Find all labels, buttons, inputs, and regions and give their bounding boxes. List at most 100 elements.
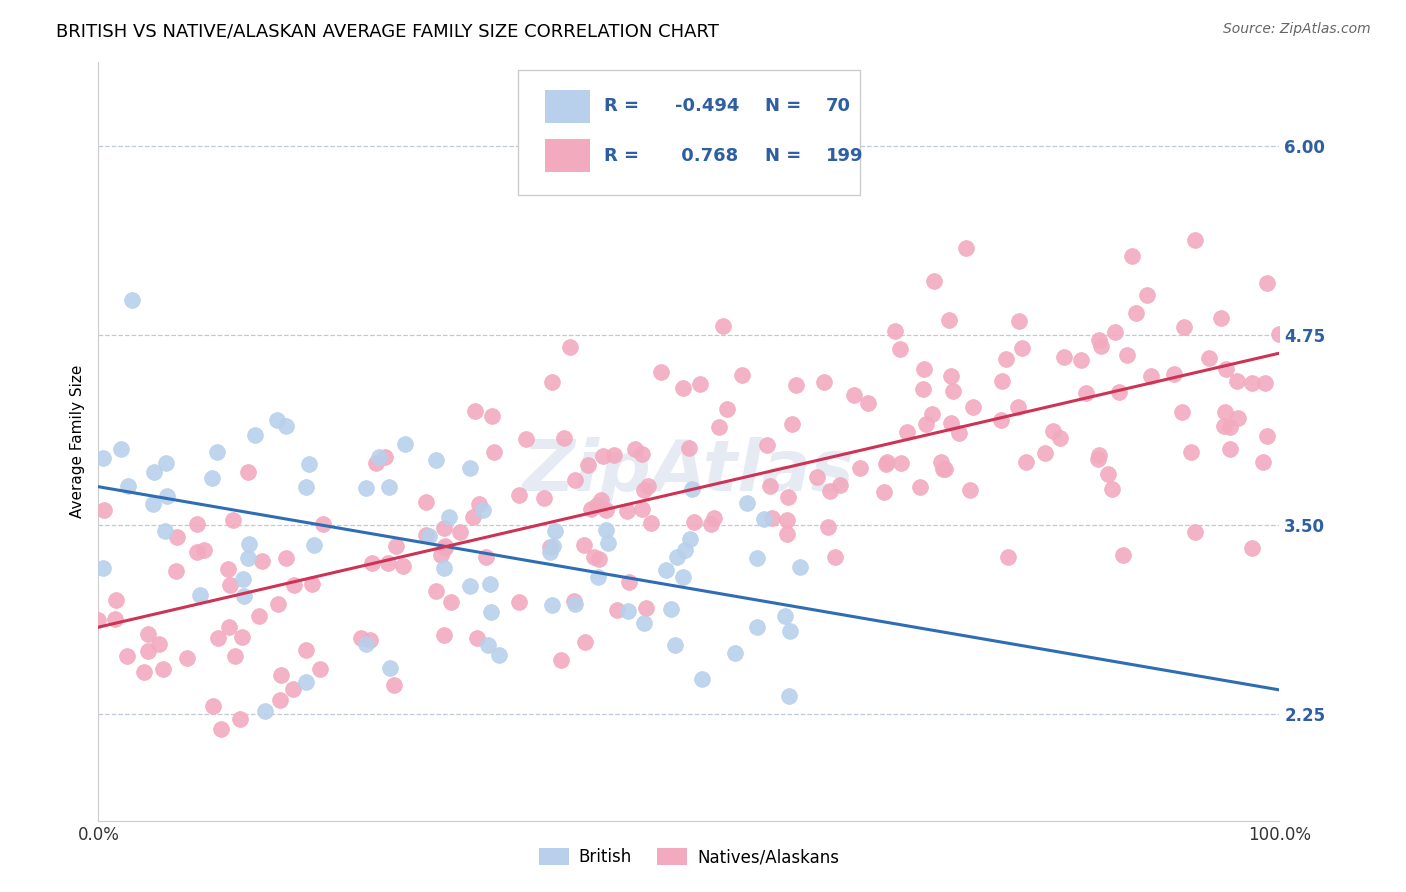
- Point: [941, 416, 963, 430]
- Point: [1007, 314, 1029, 328]
- Point: [1097, 467, 1119, 481]
- Point: [678, 442, 700, 456]
- Point: [759, 479, 782, 493]
- Point: [201, 471, 224, 485]
- Point: [659, 602, 682, 616]
- Point: [560, 340, 582, 354]
- Point: [298, 457, 321, 471]
- Point: [848, 460, 870, 475]
- Point: [562, 594, 585, 608]
- Point: [595, 502, 617, 516]
- Point: [934, 461, 956, 475]
- Point: [856, 396, 879, 410]
- Point: [1163, 367, 1185, 381]
- Point: [176, 651, 198, 665]
- Point: [87, 613, 110, 627]
- Point: [274, 419, 297, 434]
- Point: [1076, 386, 1098, 401]
- Point: [574, 635, 596, 649]
- Point: [1015, 455, 1038, 469]
- Point: [1121, 250, 1143, 264]
- Point: [603, 448, 626, 462]
- Point: [349, 632, 371, 646]
- Point: [224, 648, 246, 663]
- Point: [267, 598, 290, 612]
- Point: [1184, 233, 1206, 247]
- Point: [912, 362, 935, 376]
- Point: [564, 473, 586, 487]
- Point: [579, 502, 602, 516]
- Point: [1087, 333, 1109, 347]
- Point: [773, 608, 796, 623]
- Point: [1104, 325, 1126, 339]
- Point: [190, 588, 212, 602]
- Point: [1111, 548, 1133, 562]
- Point: [219, 578, 242, 592]
- Point: [1184, 525, 1206, 540]
- Point: [776, 490, 799, 504]
- Point: [1101, 482, 1123, 496]
- Point: [250, 553, 273, 567]
- Point: [637, 479, 659, 493]
- Point: [1087, 451, 1109, 466]
- Point: [378, 480, 401, 494]
- Point: [312, 517, 335, 532]
- Point: [437, 510, 460, 524]
- Y-axis label: Average Family Size: Average Family Size: [69, 365, 84, 518]
- Point: [186, 516, 208, 531]
- Text: BRITISH VS NATIVE/ALASKAN AVERAGE FAMILY SIZE CORRELATION CHART: BRITISH VS NATIVE/ALASKAN AVERAGE FAMILY…: [56, 22, 718, 40]
- Point: [193, 542, 215, 557]
- Point: [152, 662, 174, 676]
- Point: [1173, 320, 1195, 334]
- Point: [104, 592, 127, 607]
- Text: -0.494: -0.494: [675, 97, 740, 115]
- Point: [842, 387, 865, 401]
- Point: [578, 458, 600, 472]
- Point: [238, 551, 260, 566]
- Point: [1213, 405, 1236, 419]
- Point: [948, 426, 970, 441]
- Point: [650, 365, 672, 379]
- Point: [359, 633, 381, 648]
- Point: [1011, 341, 1033, 355]
- Point: [467, 632, 489, 646]
- Point: [1116, 348, 1139, 362]
- Point: [824, 549, 846, 564]
- Point: [461, 509, 484, 524]
- Point: [418, 529, 440, 543]
- Point: [872, 485, 894, 500]
- Point: [616, 604, 638, 618]
- Point: [592, 449, 614, 463]
- Text: R =: R =: [605, 97, 638, 115]
- Point: [283, 578, 305, 592]
- Point: [247, 608, 270, 623]
- Point: [231, 630, 253, 644]
- Point: [515, 432, 537, 446]
- Point: [682, 515, 704, 529]
- Point: [588, 552, 610, 566]
- Point: [207, 632, 229, 646]
- Point: [1090, 339, 1112, 353]
- Point: [544, 524, 567, 538]
- Point: [1007, 400, 1029, 414]
- Point: [828, 478, 851, 492]
- Point: [896, 425, 918, 439]
- Point: [1251, 454, 1274, 468]
- Point: [449, 525, 471, 540]
- Point: [433, 541, 456, 555]
- Point: [1053, 350, 1076, 364]
- Point: [377, 556, 399, 570]
- Point: [1267, 326, 1289, 341]
- Point: [91, 561, 114, 575]
- Point: [434, 539, 457, 553]
- Point: [541, 375, 564, 389]
- Point: [110, 442, 132, 456]
- Point: [394, 437, 416, 451]
- Point: [806, 470, 828, 484]
- Point: [681, 483, 703, 497]
- Point: [136, 627, 159, 641]
- Point: [1226, 375, 1249, 389]
- Point: [121, 293, 143, 307]
- Point: [1253, 376, 1275, 390]
- Point: [752, 512, 775, 526]
